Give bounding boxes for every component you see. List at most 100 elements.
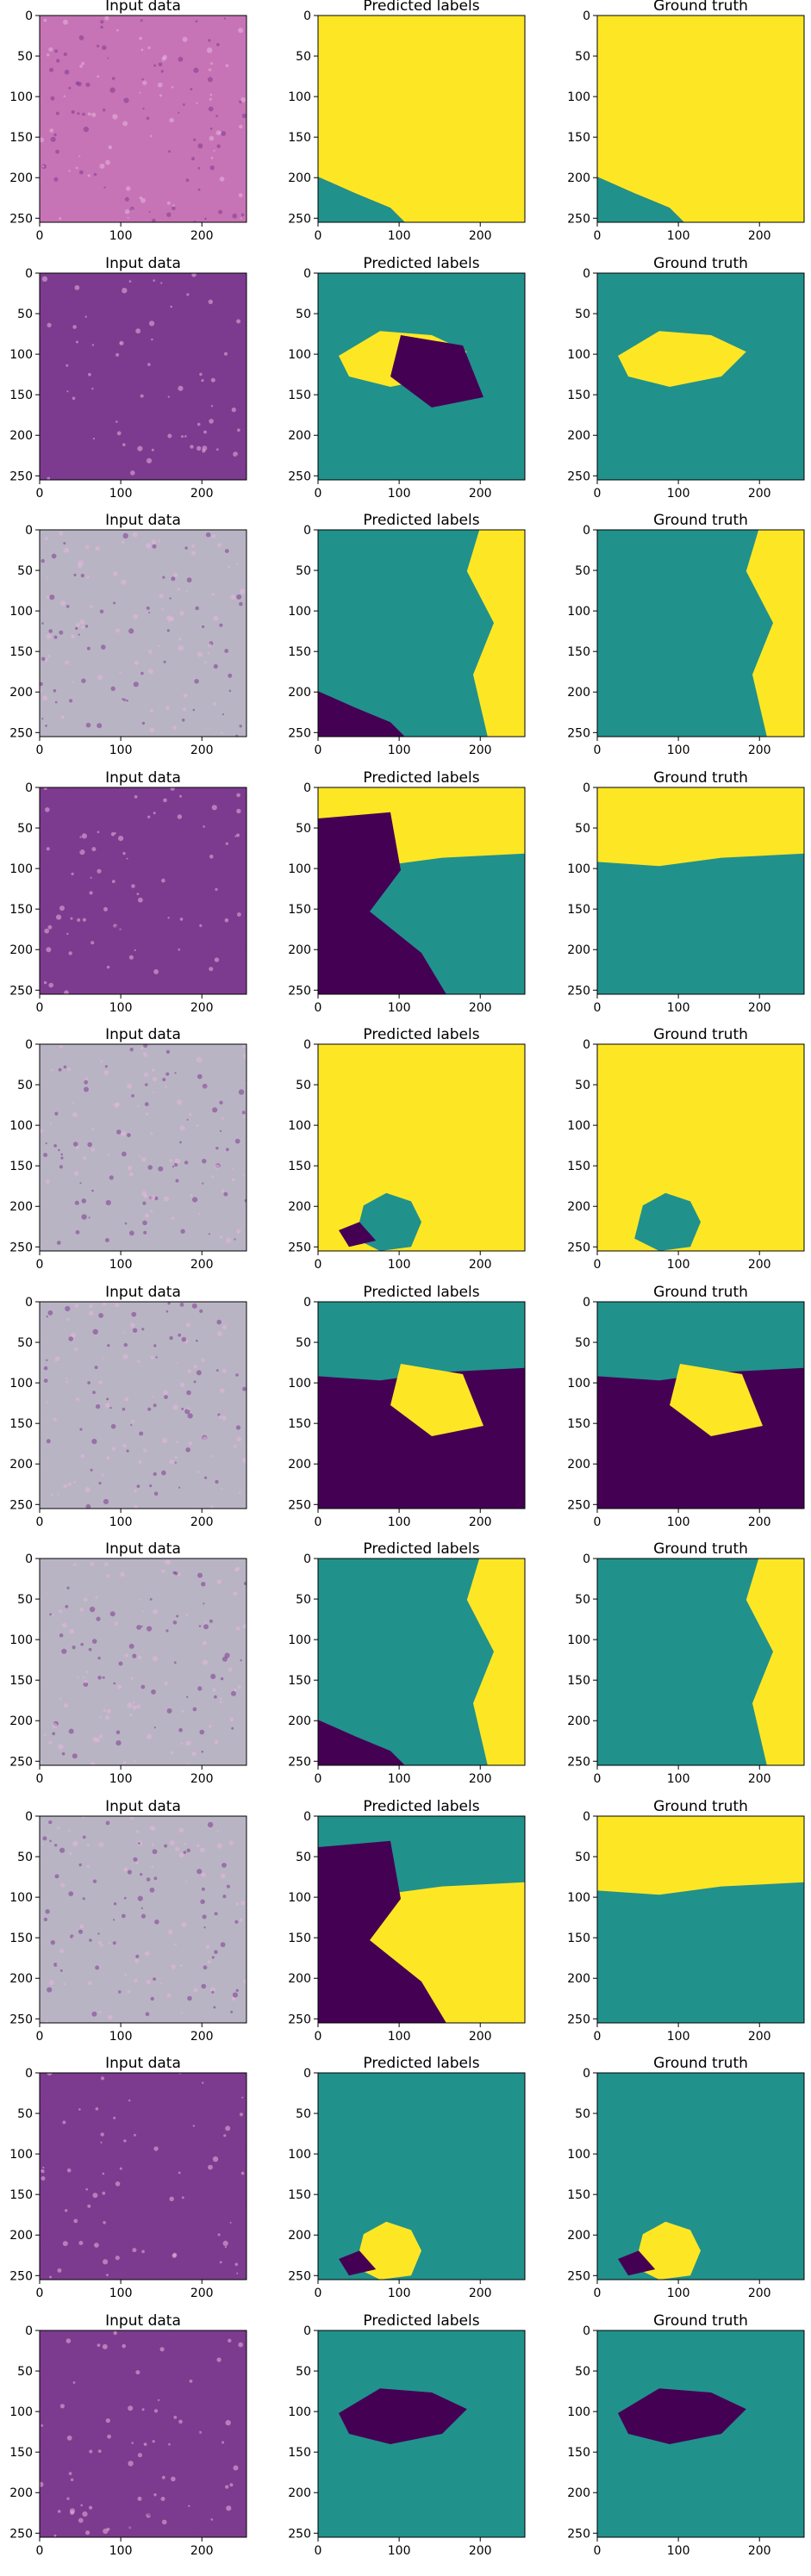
tissue-speck — [119, 340, 124, 345]
tissue-speck — [231, 1727, 234, 1730]
tissue-speck — [72, 1646, 76, 1650]
tissue-speck — [168, 2442, 171, 2446]
tissue-speck — [122, 1407, 126, 1411]
tissue-speck — [202, 843, 207, 848]
label-region — [745, 1559, 804, 1765]
y-tick-label: 150 — [567, 903, 590, 917]
tissue-speck — [220, 1677, 224, 1681]
x-tick-label: 100 — [388, 2030, 411, 2044]
tissue-speck — [113, 571, 118, 576]
tissue-speck — [107, 429, 114, 435]
tissue-speck — [131, 884, 135, 888]
tissue-speck — [127, 1083, 132, 1089]
tissue-speck — [237, 912, 241, 917]
tissue-speck — [103, 1708, 106, 1712]
x-tick-label: 0 — [594, 229, 602, 243]
tissue-speck — [153, 2409, 159, 2413]
tissue-speck — [147, 1407, 152, 1411]
tissue-speck — [83, 960, 85, 962]
tissue-speck — [199, 1729, 205, 1735]
y-tick-label: 250 — [288, 726, 311, 740]
tissue-speck — [85, 376, 89, 380]
y-tick-label: 100 — [9, 2405, 33, 2419]
tissue-speck — [108, 145, 113, 150]
tissue-speck — [239, 408, 242, 412]
tissue-speck — [135, 1954, 140, 1958]
tissue-speck — [124, 1653, 129, 1658]
tissue-speck — [115, 352, 120, 357]
tissue-speck — [85, 2530, 90, 2536]
tissue-speck — [165, 1049, 171, 1055]
tissue-speck — [103, 186, 106, 189]
tissue-speck — [97, 1676, 102, 1680]
tissue-speck — [130, 1322, 135, 1328]
tissue-speck — [159, 2347, 165, 2352]
y-tick-label: 50 — [17, 1336, 33, 1350]
tissue-speck — [90, 1148, 96, 1152]
x-tick-label: 100 — [667, 1772, 690, 1786]
tissue-speck — [80, 862, 84, 866]
tissue-speck — [132, 1328, 138, 1333]
tissue-speck — [147, 2466, 153, 2472]
tissue-speck — [98, 1313, 103, 1318]
tissue-speck — [218, 131, 221, 134]
tissue-speck — [240, 2112, 243, 2117]
tissue-speck — [170, 1840, 175, 1846]
tissue-speck — [46, 947, 52, 953]
tissue-speck — [156, 2234, 160, 2239]
tissue-speck — [94, 2243, 99, 2248]
tissue-speck — [181, 1336, 187, 1342]
tissue-speck — [94, 882, 97, 886]
panel-title: Ground truth — [653, 769, 748, 787]
tissue-speck — [158, 2455, 164, 2461]
tissue-speck — [162, 1078, 166, 1082]
axes-frame — [596, 272, 805, 481]
tissue-speck — [223, 17, 227, 20]
tissue-speck — [123, 1760, 127, 1764]
tissue-speck — [202, 1083, 208, 1089]
tissue-speck — [161, 878, 165, 883]
tissue-speck — [45, 1909, 50, 1914]
y-tick-label: 50 — [575, 2107, 590, 2121]
y-tick-label: 0 — [303, 1810, 311, 1824]
tissue-background — [40, 16, 246, 222]
tissue-speck — [66, 376, 70, 379]
tissue-speck — [115, 2181, 121, 2187]
tissue-speck — [126, 1449, 129, 1453]
tissue-speck — [197, 188, 201, 191]
tissue-speck — [179, 2117, 183, 2120]
tissue-speck — [45, 725, 47, 727]
tissue-speck — [119, 2167, 122, 2170]
y-tick-label: 50 — [296, 1336, 311, 1350]
tissue-speck — [137, 1895, 143, 1901]
y-tick-label: 50 — [17, 1593, 33, 1607]
tissue-speck — [153, 1491, 159, 1496]
x-tick-label: 200 — [190, 1258, 214, 1272]
tissue-speck — [243, 1054, 246, 1059]
tissue-speck — [140, 1913, 147, 1919]
tissue-speck — [178, 303, 182, 308]
x-tick-label: 0 — [315, 1001, 322, 1015]
tissue-speck — [119, 2229, 122, 2231]
tissue-speck — [134, 660, 140, 665]
tissue-speck — [115, 2471, 122, 2476]
tissue-speck — [44, 723, 46, 725]
panel-title: Input data — [105, 1284, 181, 1301]
tissue-speck — [68, 2249, 72, 2253]
tissue-speck — [113, 601, 116, 605]
tissue-speck — [217, 2233, 221, 2237]
tissue-speck — [87, 1381, 90, 1384]
tissue-speck — [56, 914, 62, 920]
tissue-speck — [100, 2132, 104, 2137]
y-tick-label: 200 — [567, 2229, 590, 2243]
tissue-speck — [219, 1100, 223, 1105]
tissue-speck — [122, 968, 128, 974]
tissue-speck — [72, 1102, 75, 1104]
tissue-speck — [158, 2445, 163, 2449]
tissue-speck — [95, 1965, 100, 1970]
tissue-speck — [80, 2504, 83, 2507]
tissue-speck — [76, 1146, 79, 1149]
tissue-speck — [109, 1406, 112, 1409]
